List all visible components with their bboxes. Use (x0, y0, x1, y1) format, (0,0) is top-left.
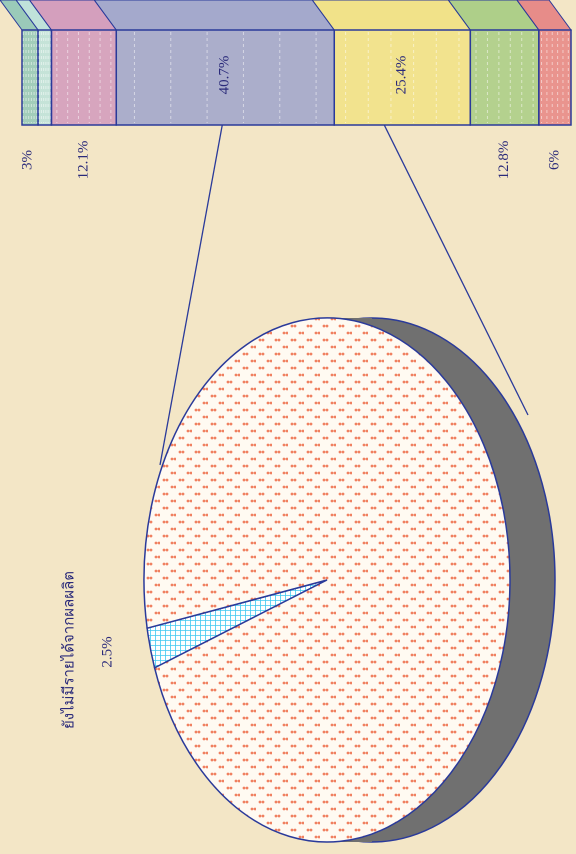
bar-top (311, 0, 472, 31)
bar-segment (469, 29, 540, 126)
bar-segment (538, 29, 572, 126)
connector (159, 124, 223, 466)
bar-label: 12.8% (496, 141, 512, 180)
bar-segment (115, 29, 336, 126)
bar-label: 12.1% (75, 141, 91, 180)
bar-label: 40.7% (217, 56, 233, 95)
bar-top (93, 0, 336, 31)
bar-segment (37, 29, 53, 126)
pie-label: 2.5% (99, 636, 115, 667)
bar-segment (21, 29, 39, 126)
pie-category: ยังไม่มีรายได้จากผลผลิต (59, 571, 77, 729)
bar-segment (50, 29, 118, 126)
bar-segment (333, 29, 472, 126)
bar-label: 3% (19, 150, 35, 170)
connector (383, 124, 529, 416)
bar-label: 6% (546, 150, 562, 170)
pie-slice (143, 317, 511, 843)
bar-label: 25.4% (394, 56, 410, 95)
